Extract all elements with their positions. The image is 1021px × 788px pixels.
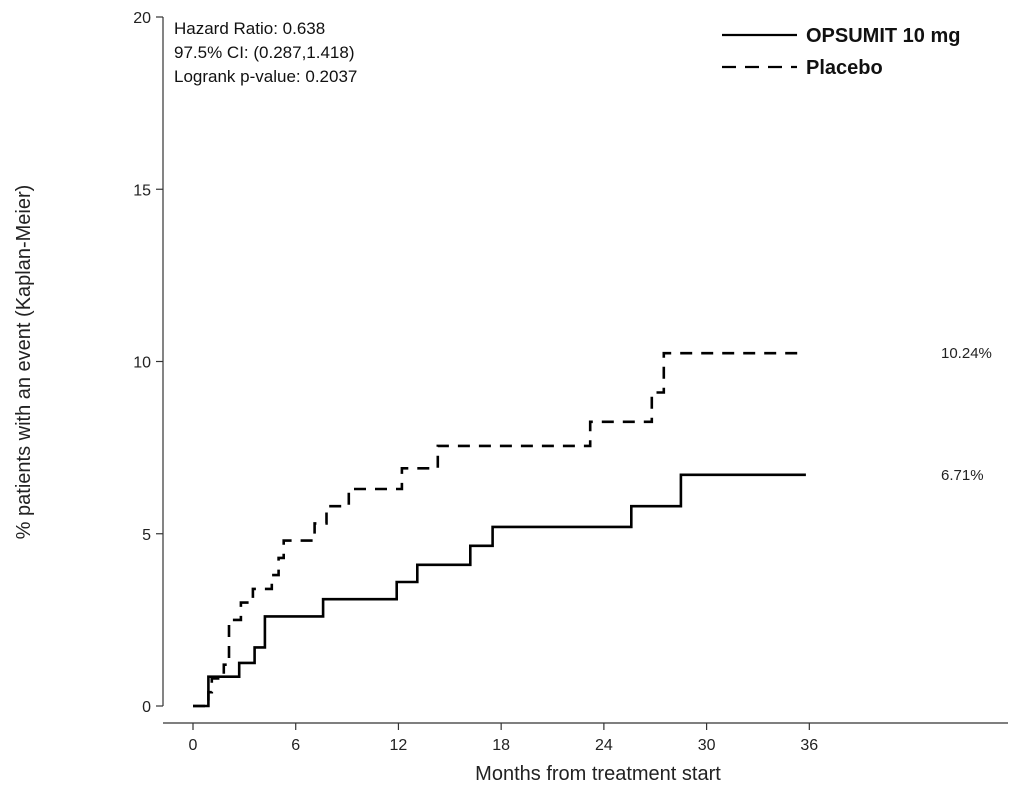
x-axis-title: Months from treatment start (475, 763, 721, 785)
series-layer: 6.71% 10.24% (193, 345, 992, 708)
x-tick-label: 12 (390, 737, 408, 754)
ci-annotation: 97.5% CI: (0.287,1.418) (174, 43, 355, 62)
annotation-block: Hazard Ratio: 0.638 97.5% CI: (0.287,1.4… (174, 19, 357, 86)
end-label-opsumit: 6.71% (941, 467, 984, 484)
x-tick-label: 24 (595, 737, 613, 754)
y-tick-label: 15 (133, 182, 151, 199)
y-tick-label: 5 (142, 527, 151, 544)
y-tick-label: 10 (133, 355, 151, 372)
series-line-placebo (193, 351, 806, 708)
x-tick-label: 18 (492, 737, 510, 754)
y-axis-title: % patients with an event (Kaplan-Meier) (13, 185, 35, 540)
axes: 0 5 10 15 20 0 6 12 18 24 30 36 (133, 10, 1008, 754)
y-tick-label: 0 (142, 699, 151, 716)
legend-label-opsumit: OPSUMIT 10 mg (806, 25, 960, 47)
x-tick-label: 36 (800, 737, 818, 754)
y-tick-label: 20 (133, 10, 151, 27)
pvalue-annotation: Logrank p-value: 0.2037 (174, 67, 357, 86)
legend: OPSUMIT 10 mg Placebo (722, 25, 960, 79)
series-line-opsumit (193, 473, 806, 708)
x-tick-label: 30 (698, 737, 716, 754)
x-tick-label: 0 (189, 737, 198, 754)
x-tick-label: 6 (291, 737, 300, 754)
legend-label-placebo: Placebo (806, 57, 883, 79)
end-label-placebo: 10.24% (941, 345, 992, 362)
hazard-ratio-annotation: Hazard Ratio: 0.638 (174, 19, 325, 38)
